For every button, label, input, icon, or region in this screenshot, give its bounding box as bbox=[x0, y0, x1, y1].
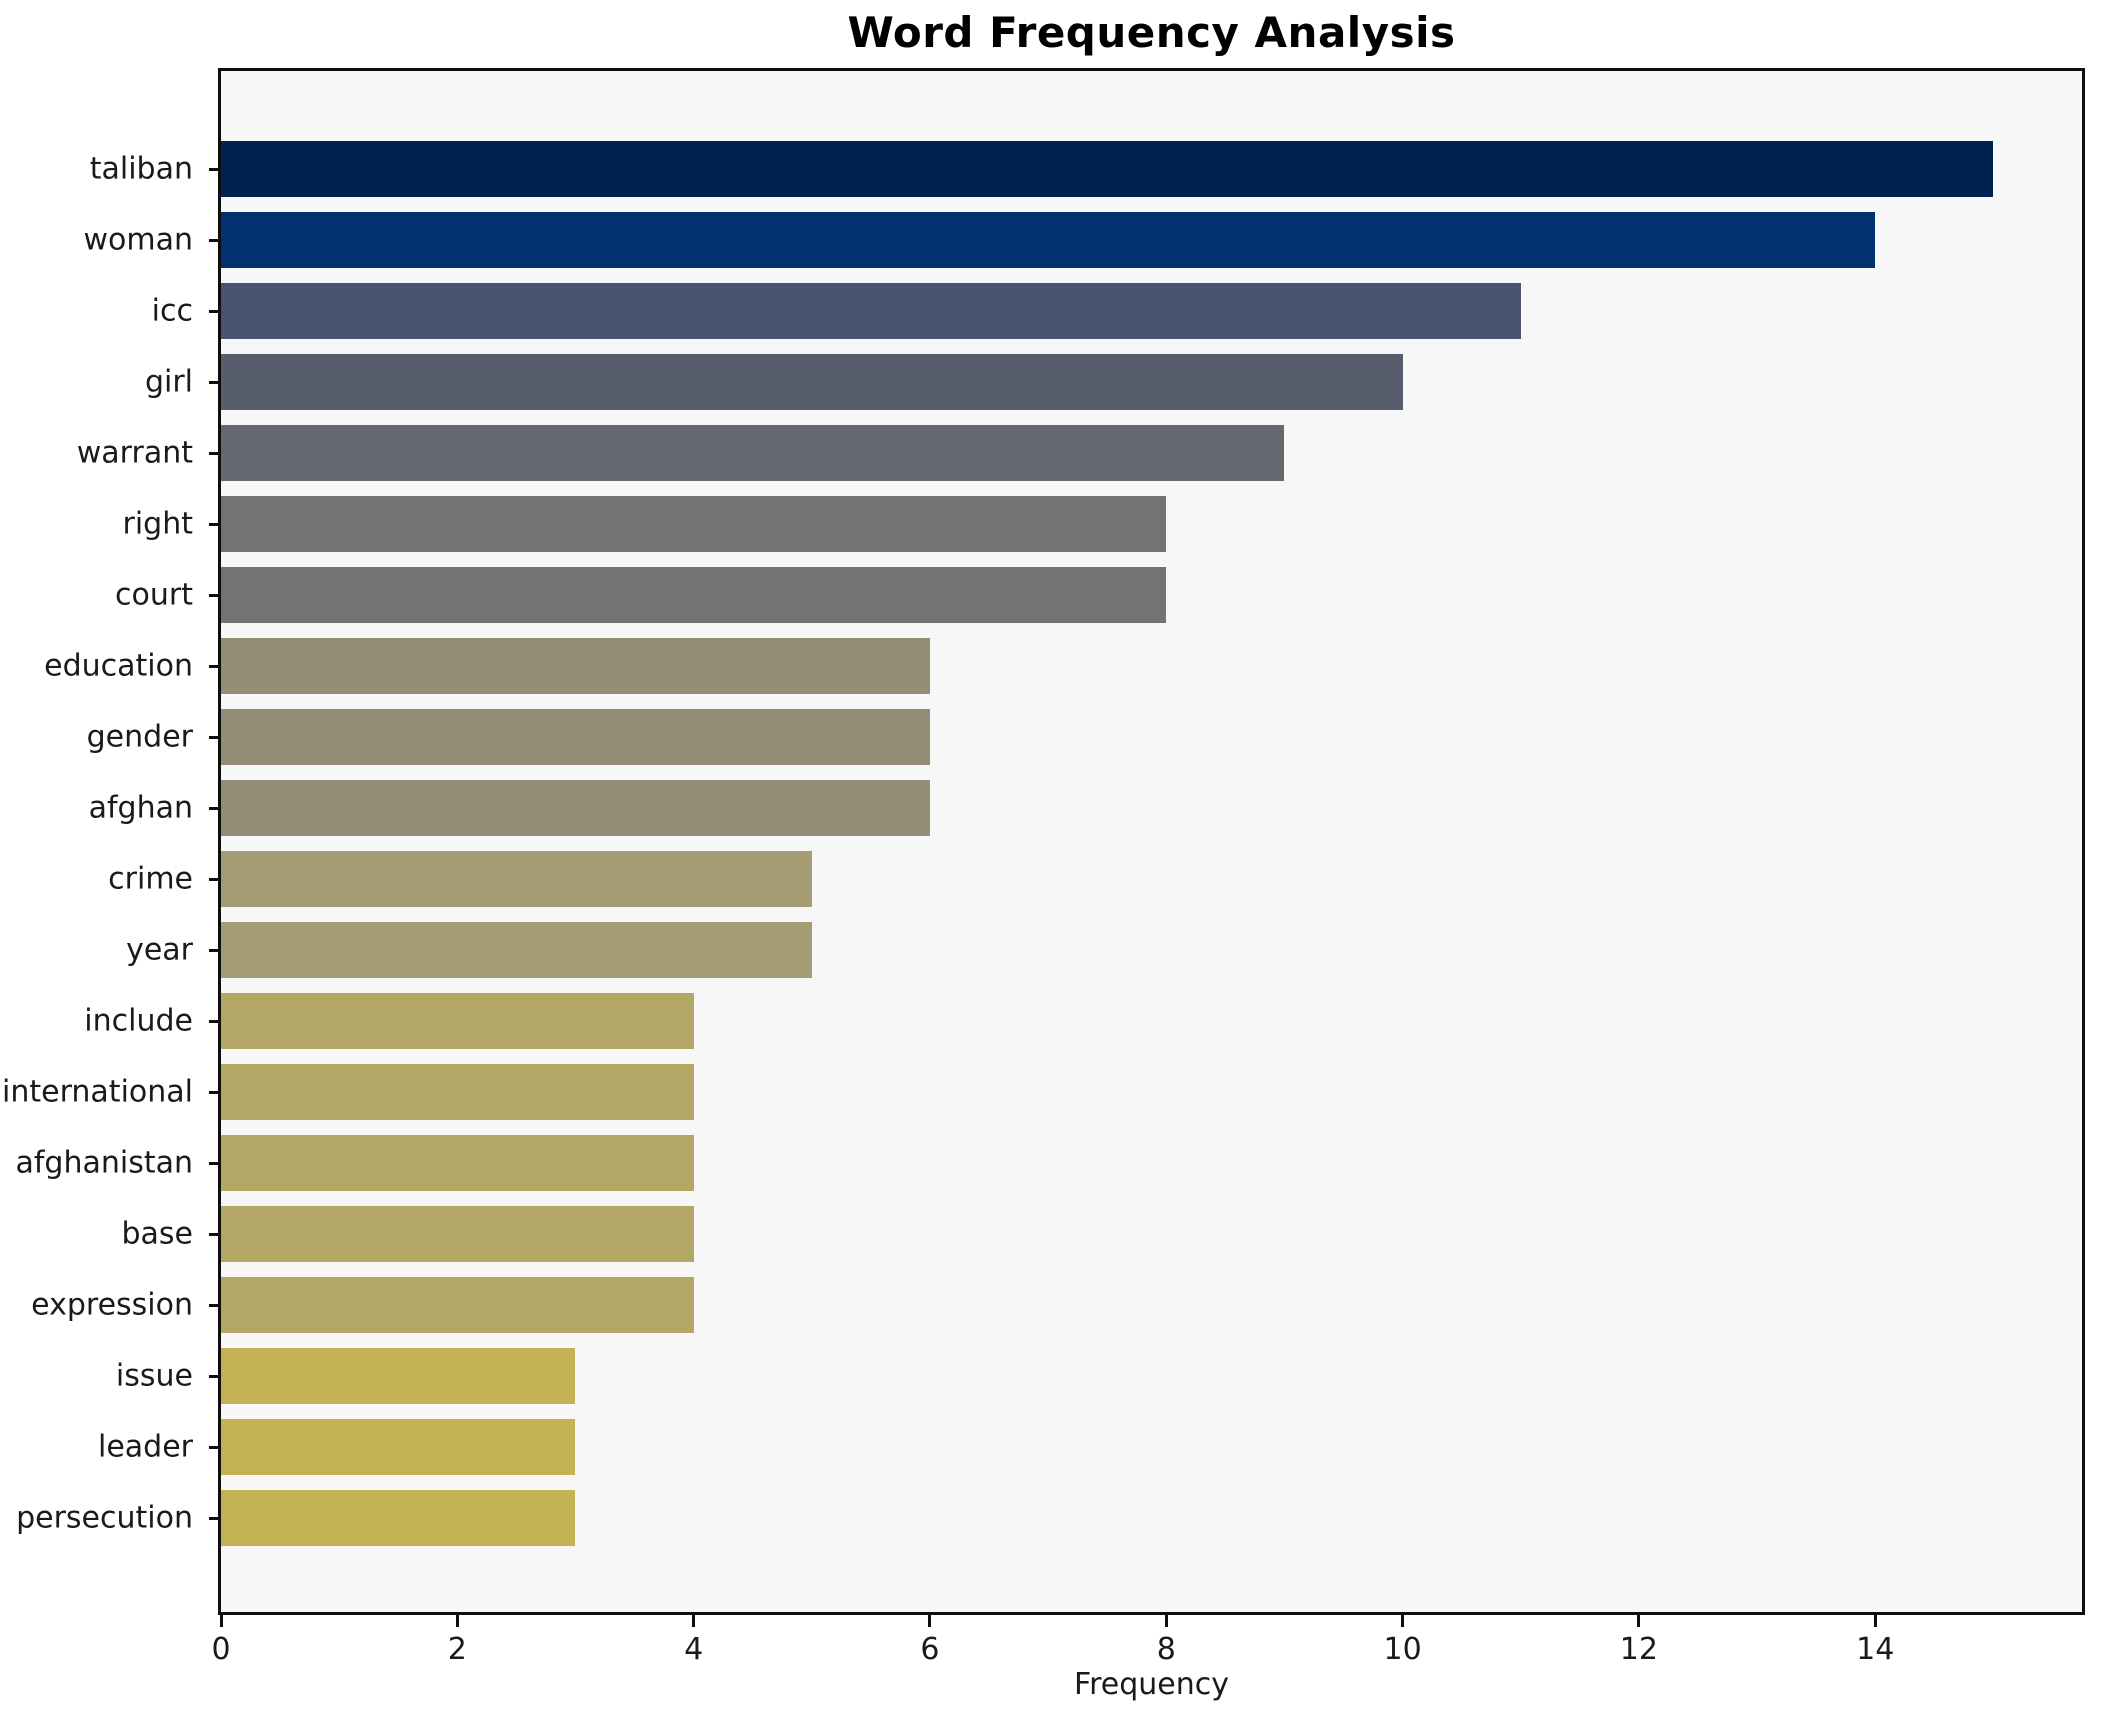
y-tick-mark-icc bbox=[209, 309, 221, 313]
y-tick-label-leader: leader bbox=[97, 1429, 193, 1465]
x-tick-mark-4 bbox=[692, 1615, 696, 1627]
y-tick-mark-woman bbox=[209, 238, 221, 242]
bar-right bbox=[221, 496, 1167, 552]
x-axis-label: Frequency bbox=[1074, 1667, 1229, 1702]
y-tick-label-right: right bbox=[122, 506, 194, 542]
y-tick-label-base: base bbox=[121, 1216, 193, 1252]
bar-expression bbox=[221, 1277, 694, 1333]
bar-education bbox=[221, 638, 930, 694]
y-axis: taliban woman icc girl warrant right court educ… bbox=[0, 0, 221, 1722]
x-tick-label-2: 2 bbox=[447, 1632, 467, 1667]
y-tick-mark-afghanistan bbox=[209, 1161, 221, 1165]
y-tick-label-expression: expression bbox=[31, 1287, 193, 1323]
y-tick-mark-leader bbox=[209, 1445, 221, 1449]
y-tick-mark-expression bbox=[209, 1303, 221, 1307]
y-tick-mark-persecution bbox=[209, 1516, 221, 1520]
bar-gender bbox=[221, 709, 930, 765]
x-tick-mark-0 bbox=[219, 1615, 223, 1627]
x-tick-label-14: 14 bbox=[1856, 1632, 1895, 1667]
x-tick-label-8: 8 bbox=[1156, 1632, 1176, 1667]
bar-include bbox=[221, 993, 694, 1049]
bar-court bbox=[221, 567, 1167, 623]
bar-crime bbox=[221, 851, 812, 907]
y-tick-label-crime: crime bbox=[108, 861, 193, 897]
x-tick-label-10: 10 bbox=[1383, 1632, 1422, 1667]
bar-leader bbox=[221, 1419, 576, 1475]
y-tick-mark-gender bbox=[209, 735, 221, 739]
bar-woman bbox=[221, 212, 1876, 268]
bar-warrant bbox=[221, 425, 1285, 481]
y-tick-label-include: include bbox=[84, 1003, 193, 1039]
x-tick-label-4: 4 bbox=[684, 1632, 704, 1667]
y-tick-label-woman: woman bbox=[83, 222, 193, 258]
y-tick-label-year: year bbox=[126, 932, 193, 968]
bar-persecution bbox=[221, 1490, 576, 1546]
y-tick-label-warrant: warrant bbox=[76, 435, 193, 471]
bar-base bbox=[221, 1206, 694, 1262]
x-tick-label-0: 0 bbox=[211, 1632, 231, 1667]
bar-taliban bbox=[221, 141, 1994, 197]
y-tick-mark-base bbox=[209, 1232, 221, 1236]
x-tick-mark-6 bbox=[928, 1615, 932, 1627]
x-tick-label-12: 12 bbox=[1619, 1632, 1658, 1667]
y-tick-label-international: international bbox=[2, 1074, 193, 1110]
y-tick-mark-girl bbox=[209, 380, 221, 384]
bar-international bbox=[221, 1064, 694, 1120]
bar-girl bbox=[221, 354, 1403, 410]
bar-year bbox=[221, 922, 812, 978]
y-tick-mark-international bbox=[209, 1090, 221, 1094]
x-tick-label-6: 6 bbox=[920, 1632, 940, 1667]
y-tick-label-education: education bbox=[44, 648, 193, 684]
y-tick-mark-court bbox=[209, 593, 221, 597]
x-tick-mark-8 bbox=[1164, 1615, 1168, 1627]
y-tick-label-persecution: persecution bbox=[16, 1500, 193, 1536]
x-tick-mark-14 bbox=[1873, 1615, 1877, 1627]
y-tick-mark-education bbox=[209, 664, 221, 668]
y-tick-mark-afghan bbox=[209, 806, 221, 810]
bar-afghanistan bbox=[221, 1135, 694, 1191]
y-tick-mark-crime bbox=[209, 877, 221, 881]
chart-title: Word Frequency Analysis bbox=[847, 8, 1456, 57]
y-tick-label-icc: icc bbox=[151, 293, 193, 329]
bar-issue bbox=[221, 1348, 576, 1404]
y-tick-label-taliban: taliban bbox=[89, 151, 193, 187]
y-tick-label-afghanistan: afghanistan bbox=[15, 1145, 193, 1181]
y-tick-mark-warrant bbox=[209, 451, 221, 455]
y-tick-mark-include bbox=[209, 1019, 221, 1023]
x-tick-mark-2 bbox=[455, 1615, 459, 1627]
y-tick-label-afghan: afghan bbox=[88, 790, 193, 826]
y-tick-mark-year bbox=[209, 948, 221, 952]
y-tick-label-gender: gender bbox=[86, 719, 193, 755]
y-tick-label-girl: girl bbox=[144, 364, 193, 400]
x-tick-mark-12 bbox=[1637, 1615, 1641, 1627]
y-tick-mark-taliban bbox=[209, 167, 221, 171]
y-tick-label-issue: issue bbox=[115, 1358, 193, 1394]
y-tick-label-court: court bbox=[115, 577, 193, 613]
x-tick-mark-10 bbox=[1401, 1615, 1405, 1627]
plot-area bbox=[221, 71, 2082, 1612]
y-tick-mark-right bbox=[209, 522, 221, 526]
bar-icc bbox=[221, 283, 1521, 339]
bar-afghan bbox=[221, 780, 930, 836]
y-tick-mark-issue bbox=[209, 1374, 221, 1378]
